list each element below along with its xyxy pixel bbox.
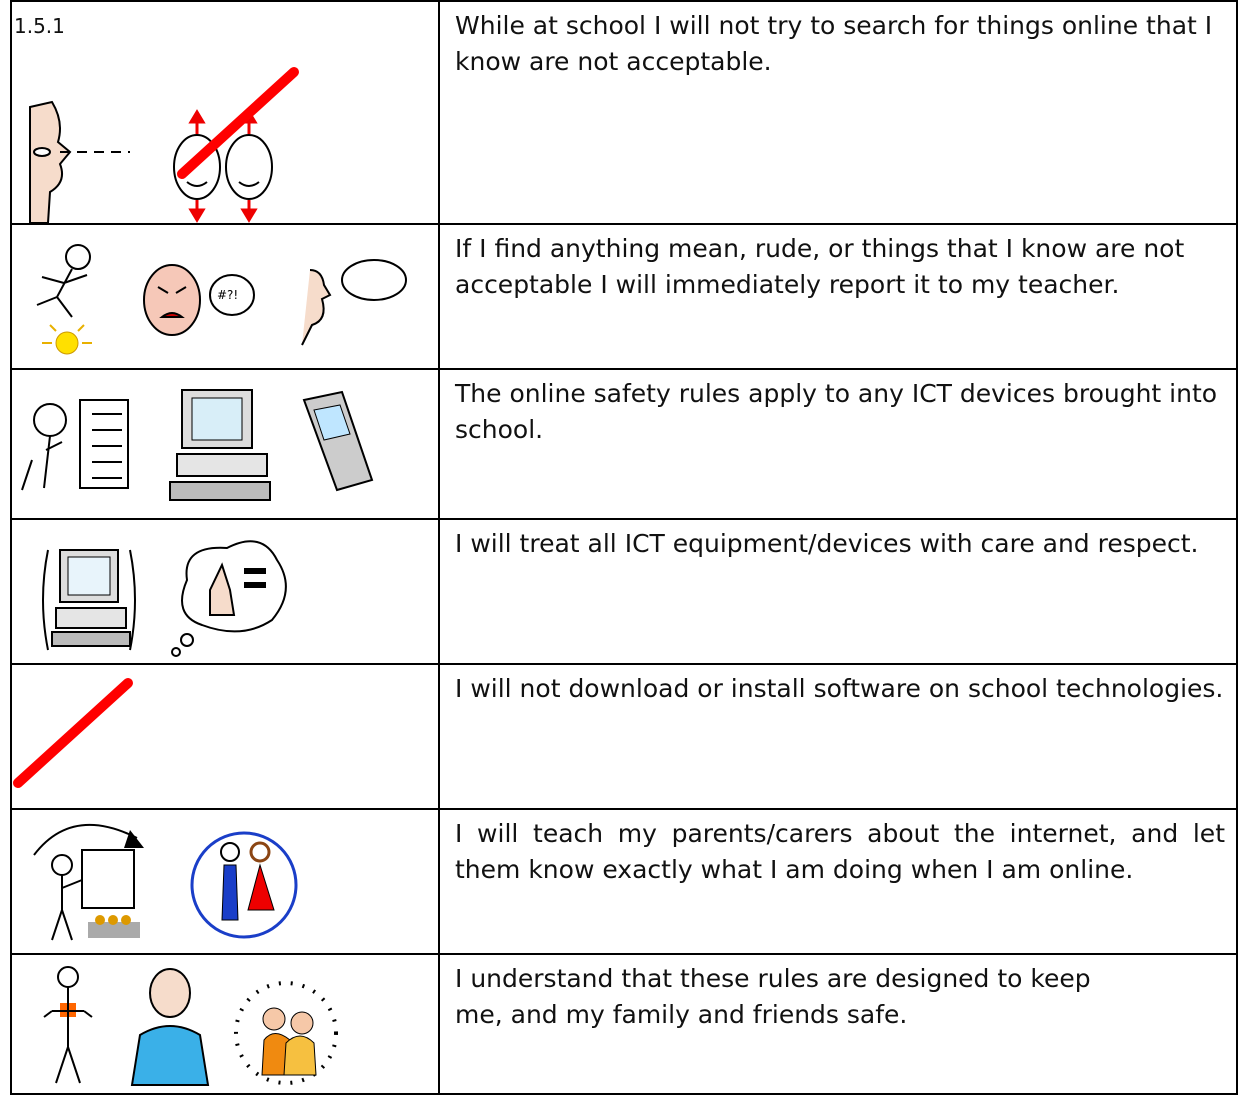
rules-table: 1.5.1 While at school I will not try to …: [10, 0, 1238, 1095]
symbols: [29, 67, 299, 223]
symbol-cell: [12, 665, 440, 808]
symbols: [43, 966, 338, 1086]
table-row: 1.5.1 While at school I will not try to …: [10, 0, 1238, 225]
symbols: #?!: [36, 244, 407, 355]
symbol-cell: [12, 520, 440, 663]
symbols: [13, 678, 133, 788]
rule-text: I understand that these rules are design…: [455, 964, 1091, 1029]
svg-text:#?!: #?!: [217, 288, 238, 302]
table-row: #?! If I find anything mean, rude, or th…: [10, 225, 1238, 370]
symbol-cell: 1.5.1: [12, 2, 440, 223]
rule-text: I will treat all ICT equipment/devices w…: [455, 529, 1199, 558]
symbol-cell: [12, 370, 440, 518]
symbols: [33, 823, 298, 941]
symbols: [21, 389, 374, 501]
rule-text: The online safety rules apply to any ICT…: [455, 379, 1218, 444]
symbol-cell: #?!: [12, 225, 440, 368]
section-number: 1.5.1: [14, 14, 65, 38]
symbol-cell: [12, 810, 440, 953]
rule-text: I will teach my parents/carers about the…: [455, 819, 1225, 884]
rule-text: While at school I will not try to search…: [455, 11, 1213, 76]
rule-text: I will not download or install software …: [455, 674, 1224, 703]
table-row: I understand that these rules are design…: [10, 955, 1238, 1095]
table-row: I will treat all ICT equipment/devices w…: [10, 520, 1238, 665]
table-row: The online safety rules apply to any ICT…: [10, 370, 1238, 520]
table-row: I will teach my parents/carers about the…: [10, 810, 1238, 955]
symbol-cell: [12, 955, 440, 1093]
rule-text: If I find anything mean, rude, or things…: [455, 234, 1185, 299]
symbols: [42, 540, 287, 657]
table-row: I will not download or install software …: [10, 665, 1238, 810]
